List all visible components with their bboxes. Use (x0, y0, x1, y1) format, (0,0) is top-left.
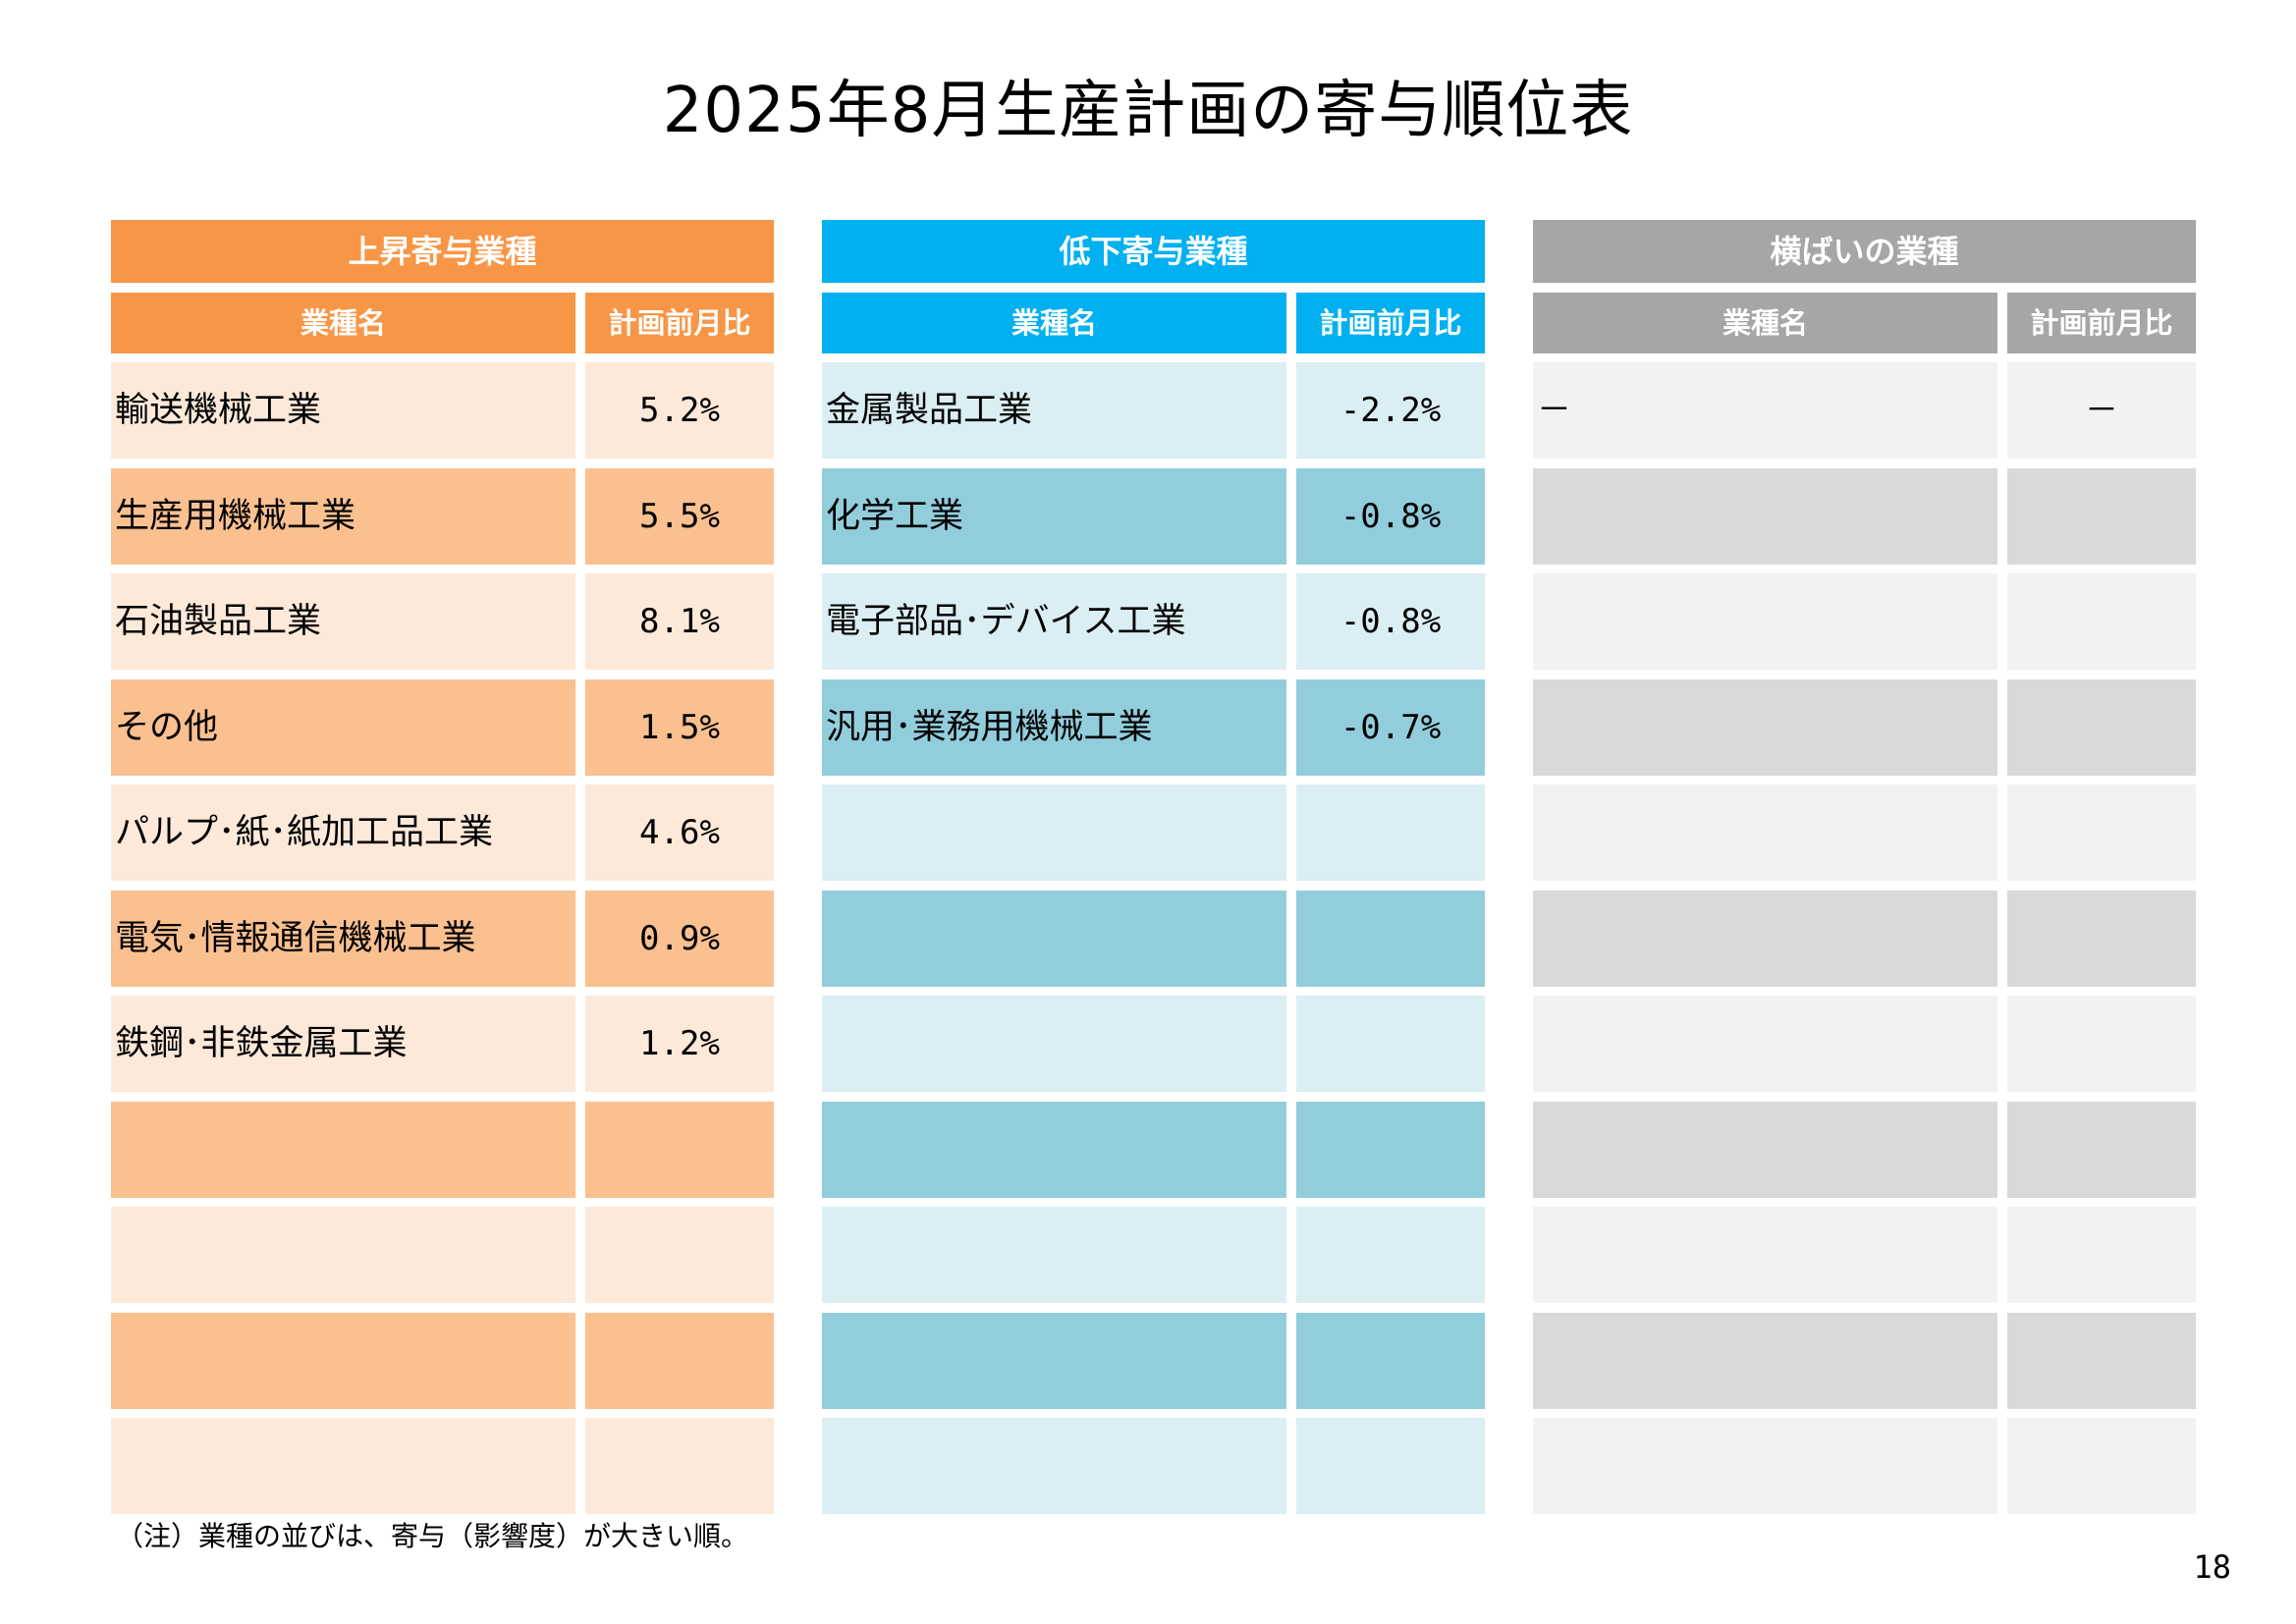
mom-change-cell (2007, 891, 2196, 987)
mom-change-cell (585, 1418, 774, 1514)
industry-name-cell (111, 1418, 575, 1514)
industry-name-cell (111, 1313, 575, 1409)
industry-name-cell: 輸送機械工業 (111, 362, 575, 459)
mom-change-cell: -0.8% (1296, 468, 1485, 565)
industry-name-cell: 鉄鋼･非鉄金属工業 (111, 996, 575, 1092)
industry-name-cell: 生産用機械工業 (111, 468, 575, 565)
industry-name-cell (1533, 1207, 1997, 1303)
mom-change-cell: -0.8% (1296, 573, 1485, 670)
page-title: 2025年8月生産計画の寄与順位表 (662, 75, 1634, 147)
mom-change-cell (2007, 785, 2196, 881)
industry-name-cell (1533, 785, 1997, 881)
page-number: 18 (2193, 1548, 2231, 1586)
column-header-industry: 業種名 (1533, 293, 1997, 353)
industry-name-cell: パルプ･紙･紙加工品工業 (111, 785, 575, 881)
mom-change-cell: -0.7% (1296, 679, 1485, 776)
mom-change-cell: 1.2% (585, 996, 774, 1092)
industry-name-cell: 化学工業 (822, 468, 1286, 565)
industry-name-cell: その他 (111, 679, 575, 776)
mom-change-cell (1296, 785, 1485, 881)
mom-change-cell (2007, 1313, 2196, 1409)
industry-name-cell (822, 891, 1286, 987)
mom-change-cell (1296, 891, 1485, 987)
table-header-falling: 低下寄与業種 (822, 220, 1485, 283)
industry-name-cell (1533, 996, 1997, 1092)
mom-change-cell (585, 1207, 774, 1303)
mom-change-cell (2007, 996, 2196, 1092)
industry-name-cell (822, 1207, 1286, 1303)
industry-name-cell: 汎用･業務用機械工業 (822, 679, 1286, 776)
mom-change-cell: － (2007, 362, 2196, 459)
table-header-rising: 上昇寄与業種 (111, 220, 774, 283)
column-header-mom-change: 計画前月比 (1296, 293, 1485, 353)
mom-change-cell (2007, 679, 2196, 776)
column-header-industry: 業種名 (111, 293, 575, 353)
industry-name-cell (1533, 1418, 1997, 1514)
industry-name-cell: 石油製品工業 (111, 573, 575, 670)
industry-name-cell (111, 1207, 575, 1303)
mom-change-cell (2007, 468, 2196, 565)
mom-change-cell (2007, 1418, 2196, 1514)
industry-name-cell (1533, 1313, 1997, 1409)
industry-name-cell: 金属製品工業 (822, 362, 1286, 459)
mom-change-cell: 8.1% (585, 573, 774, 670)
industry-name-cell (1533, 573, 1997, 670)
mom-change-cell: 5.5% (585, 468, 774, 565)
mom-change-cell: -2.2% (1296, 362, 1485, 459)
mom-change-cell: 0.9% (585, 891, 774, 987)
industry-name-cell (1533, 468, 1997, 565)
industry-name-cell (1533, 891, 1997, 987)
column-header-mom-change: 計画前月比 (2007, 293, 2196, 353)
table-header-flat: 横ばいの業種 (1533, 220, 2196, 283)
footnote: （注）業種の並びは、寄与（影響度）が大きい順。 (116, 1520, 749, 1552)
industry-name-cell (822, 1313, 1286, 1409)
mom-change-cell (1296, 1207, 1485, 1303)
column-header-industry: 業種名 (822, 293, 1286, 353)
mom-change-cell (1296, 1313, 1485, 1409)
mom-change-cell (2007, 573, 2196, 670)
industry-name-cell (822, 1418, 1286, 1514)
mom-change-cell (2007, 1102, 2196, 1198)
industry-name-cell (822, 785, 1286, 881)
industry-name-cell (822, 1102, 1286, 1198)
mom-change-cell (2007, 1207, 2196, 1303)
industry-name-cell: 電気･情報通信機械工業 (111, 891, 575, 987)
industry-name-cell (822, 996, 1286, 1092)
industry-name-cell (111, 1102, 575, 1198)
mom-change-cell: 4.6% (585, 785, 774, 881)
industry-name-cell: － (1533, 362, 1997, 459)
industry-name-cell (1533, 679, 1997, 776)
mom-change-cell (585, 1313, 774, 1409)
mom-change-cell (1296, 1418, 1485, 1514)
mom-change-cell (1296, 1102, 1485, 1198)
column-header-mom-change: 計画前月比 (585, 293, 774, 353)
industry-name-cell (1533, 1102, 1997, 1198)
industry-name-cell: 電子部品･デバイス工業 (822, 573, 1286, 670)
mom-change-cell: 5.2% (585, 362, 774, 459)
mom-change-cell (1296, 996, 1485, 1092)
mom-change-cell (585, 1102, 774, 1198)
mom-change-cell: 1.5% (585, 679, 774, 776)
